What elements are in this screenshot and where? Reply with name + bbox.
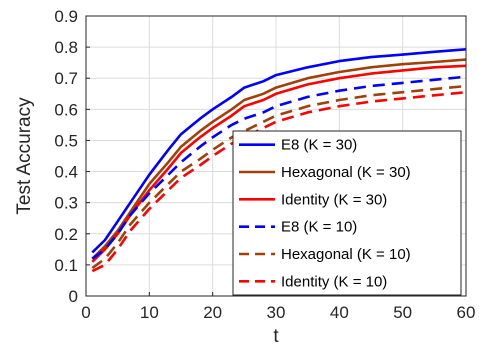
legend-box <box>232 130 462 296</box>
legend: E8 (K = 30) Hexagonal (K = 30) Identity (K… <box>232 130 462 296</box>
legend-entry: Identity (K = 10) <box>281 273 387 290</box>
series-layer <box>91 48 467 273</box>
x-axis-label: t <box>273 326 279 345</box>
series-line-5 <box>91 84 467 270</box>
y-tick-label: 0.5 <box>54 131 78 150</box>
x-tick-label: 30 <box>267 303 286 322</box>
legend-entry: Hexagonal (K = 10) <box>281 246 411 263</box>
legend-entry: E8 (K = 30) <box>281 137 357 154</box>
y-tick-label: 0.9 <box>54 7 78 26</box>
y-tick-label: 0.8 <box>54 38 78 57</box>
series-line-6 <box>91 90 467 273</box>
y-tick-label: 0.2 <box>54 225 78 244</box>
x-tick-label: 20 <box>203 303 222 322</box>
x-tick-label: 0 <box>81 303 90 322</box>
x-tick-label: 40 <box>330 303 349 322</box>
x-tick-label: 60 <box>457 303 476 322</box>
x-tick-label: 10 <box>140 303 159 322</box>
y-tick-label: 0.4 <box>54 163 78 182</box>
y-axis-label: Test Accuracy <box>14 97 35 215</box>
y-tick-label: 0.1 <box>54 256 78 275</box>
x-tick-label: 50 <box>393 303 412 322</box>
axis-ticks: 0 10 20 30 40 50 60 0 0.1 0.2 0.3 0.4 0.5 0.6 0.7 0.8 0.… <box>54 7 475 322</box>
y-tick-label: 0 <box>69 287 78 306</box>
y-tick-label: 0.7 <box>54 69 78 88</box>
legend-entry: Identity (K = 30) <box>281 191 387 208</box>
legend-entry: Hexagonal (K = 30) <box>281 164 411 181</box>
series-line-1 <box>91 48 467 254</box>
series-line-2 <box>91 58 467 260</box>
y-tick-label: 0.3 <box>54 194 78 213</box>
series-line-4 <box>91 75 467 260</box>
y-tick-label: 0.6 <box>54 100 78 119</box>
legend-entry: E8 (K = 10) <box>281 219 357 236</box>
